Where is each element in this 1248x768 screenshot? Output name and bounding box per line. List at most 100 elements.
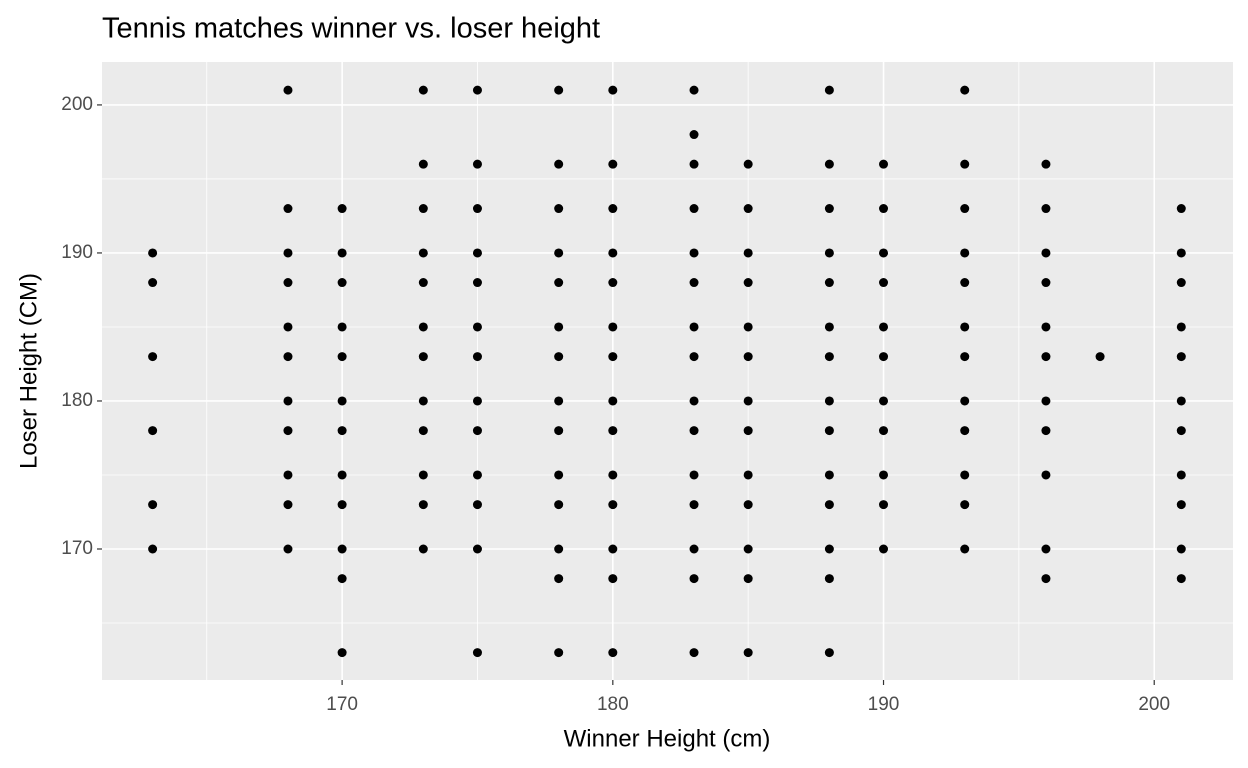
point [148,500,158,510]
point [1041,204,1051,214]
point [1176,204,1186,214]
point [608,204,618,214]
x-tick-label: 190 [868,694,900,715]
point [472,470,482,480]
point [1176,426,1186,436]
point [472,426,482,436]
point [960,396,970,406]
point [689,248,699,258]
point [418,278,428,288]
chart-title: Tennis matches winner vs. loser height [102,13,600,45]
point [337,574,347,584]
point [1176,574,1186,584]
point [689,352,699,362]
point [148,352,158,362]
point [472,248,482,258]
point [608,648,618,658]
point [418,204,428,214]
point [1041,352,1051,362]
point [689,426,699,436]
point [283,396,293,406]
point [554,426,564,436]
point [1041,574,1051,584]
point [283,470,293,480]
point [472,278,482,288]
point [418,544,428,554]
point [689,544,699,554]
point [1176,500,1186,510]
point [689,322,699,332]
point [824,426,834,436]
point [418,396,428,406]
point [337,648,347,658]
point [1041,396,1051,406]
point [337,248,347,258]
point [337,544,347,554]
point [689,278,699,288]
y-tick-label: 190 [61,242,93,263]
point [283,204,293,214]
point [1095,352,1105,362]
point [1176,544,1186,554]
point [418,159,428,169]
point [743,500,753,510]
point [960,204,970,214]
point [554,204,564,214]
point [283,352,293,362]
point [960,159,970,169]
point [418,248,428,258]
point [960,544,970,554]
point [554,544,564,554]
point [689,470,699,480]
point [689,574,699,584]
y-tick-label: 170 [61,538,93,559]
point [608,500,618,510]
point [960,248,970,258]
panel [102,62,1233,680]
point [743,396,753,406]
point [960,426,970,436]
point [879,426,889,436]
point [689,648,699,658]
point [608,248,618,258]
point [1041,248,1051,258]
point [608,322,618,332]
point [1041,544,1051,554]
point [554,248,564,258]
point [824,352,834,362]
point [283,278,293,288]
point [824,159,834,169]
point [743,544,753,554]
point [418,470,428,480]
point [608,574,618,584]
point [148,278,158,288]
point [1041,470,1051,480]
point [472,159,482,169]
point [608,85,618,95]
point [743,648,753,658]
point [1176,396,1186,406]
point [879,396,889,406]
point [608,426,618,436]
point [1176,470,1186,480]
point [824,470,834,480]
point [743,352,753,362]
point [283,322,293,332]
point [743,322,753,332]
point [418,85,428,95]
point [689,500,699,510]
point [472,85,482,95]
point [1041,426,1051,436]
point [1041,159,1051,169]
point [879,278,889,288]
point [472,322,482,332]
point [418,426,428,436]
x-tick-label: 170 [326,694,358,715]
y-axis-title: Loser Height (CM) [15,273,42,469]
point [554,322,564,332]
point [418,352,428,362]
point [824,322,834,332]
point [283,544,293,554]
point [608,159,618,169]
